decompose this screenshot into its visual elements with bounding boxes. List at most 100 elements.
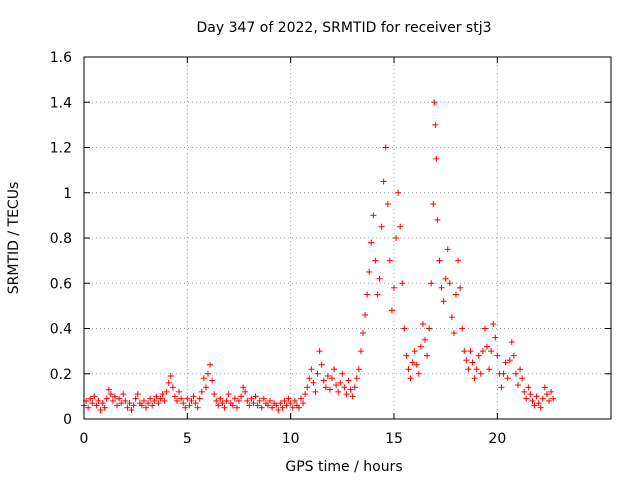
data-point <box>523 395 530 402</box>
data-point <box>291 397 298 404</box>
data-point <box>333 382 340 389</box>
data-point <box>289 404 296 411</box>
data-point <box>163 388 170 395</box>
data-point <box>122 397 129 404</box>
data-point <box>238 393 245 400</box>
data-point <box>382 144 389 151</box>
data-point <box>219 400 226 407</box>
data-point <box>440 298 447 305</box>
data-point <box>192 400 199 407</box>
y-tick-labels: 0 0.2 0.4 0.6 0.8 1 1.2 1.4 1.6 <box>50 50 72 428</box>
data-point <box>393 235 400 241</box>
data-point <box>360 330 366 337</box>
data-point <box>539 395 546 402</box>
data-point <box>337 379 344 386</box>
data-point <box>384 201 391 208</box>
data-point <box>426 325 433 332</box>
data-point <box>105 386 112 393</box>
data-point <box>128 406 135 413</box>
data-point <box>357 348 364 355</box>
data-point <box>275 406 282 413</box>
data-point <box>221 404 228 411</box>
data-point <box>229 402 236 409</box>
x-tick-label: 15 <box>385 431 403 447</box>
data-point <box>399 280 406 287</box>
data-point <box>533 393 540 400</box>
data-point <box>97 406 104 413</box>
data-point <box>519 375 526 382</box>
data-point <box>413 361 420 368</box>
y-tick-label: 1.6 <box>50 50 72 66</box>
data-point <box>433 155 440 162</box>
data-point <box>114 402 121 409</box>
data-point <box>107 391 114 398</box>
data-point <box>353 375 360 382</box>
chart-title: Day 347 of 2022, SRMTID for receiver stj… <box>197 20 492 36</box>
data-point <box>515 382 521 389</box>
data-point <box>341 384 348 391</box>
data-point <box>132 395 139 402</box>
data-point <box>386 257 393 264</box>
data-point <box>178 395 185 402</box>
data-point <box>469 359 476 366</box>
data-point <box>347 386 354 393</box>
data-point <box>488 348 495 355</box>
axis-ticks <box>83 56 611 420</box>
data-point <box>250 400 257 407</box>
data-point <box>285 395 292 402</box>
data-point <box>548 388 555 395</box>
data-point <box>490 320 497 327</box>
data-point <box>546 397 552 404</box>
data-point <box>481 325 488 332</box>
data-point <box>314 370 321 377</box>
data-point <box>374 291 381 298</box>
data-point <box>380 178 387 185</box>
data-point <box>378 223 385 230</box>
data-point <box>207 361 214 368</box>
data-point <box>196 395 203 402</box>
data-point <box>401 325 408 332</box>
data-point <box>87 395 94 402</box>
data-point <box>475 352 482 359</box>
data-point <box>322 384 329 391</box>
data-point <box>388 307 395 314</box>
data-point <box>537 404 544 411</box>
data-point <box>351 384 358 391</box>
data-point <box>236 397 242 404</box>
y-tick-label: 0.8 <box>50 231 72 247</box>
data-point <box>355 366 362 373</box>
data-point <box>103 395 110 402</box>
data-point <box>455 257 462 264</box>
data-point <box>120 391 127 398</box>
data-point <box>153 393 160 400</box>
data-point <box>527 391 534 398</box>
data-point <box>143 404 149 411</box>
data-point <box>149 402 156 409</box>
data-point <box>252 393 259 400</box>
y-tick-label: 0.4 <box>50 322 72 338</box>
data-point <box>461 348 468 355</box>
data-point <box>391 284 397 291</box>
data-point <box>138 402 145 409</box>
data-point <box>430 201 437 208</box>
data-point <box>242 388 249 395</box>
data-point <box>182 404 189 411</box>
data-point <box>331 366 338 373</box>
data-point <box>159 391 166 398</box>
data-point <box>471 375 478 382</box>
data-point <box>366 268 373 275</box>
data-point <box>169 384 176 391</box>
data-point <box>419 320 426 327</box>
data-point <box>180 400 187 407</box>
data-point <box>190 393 197 400</box>
x-tick-label: 0 <box>80 431 89 447</box>
data-point <box>306 375 313 382</box>
data-points <box>81 99 557 413</box>
data-point <box>529 397 536 404</box>
data-point <box>500 370 507 377</box>
data-point <box>281 397 288 404</box>
data-point <box>126 400 133 407</box>
data-point <box>531 402 538 409</box>
data-point <box>432 121 439 128</box>
